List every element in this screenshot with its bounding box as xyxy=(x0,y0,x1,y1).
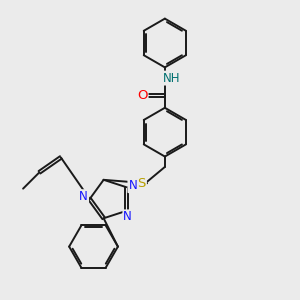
Text: NH: NH xyxy=(163,72,180,85)
Text: S: S xyxy=(137,177,146,190)
Text: N: N xyxy=(128,179,137,192)
Text: N: N xyxy=(79,190,88,203)
Text: N: N xyxy=(123,210,132,224)
Text: O: O xyxy=(137,88,148,101)
